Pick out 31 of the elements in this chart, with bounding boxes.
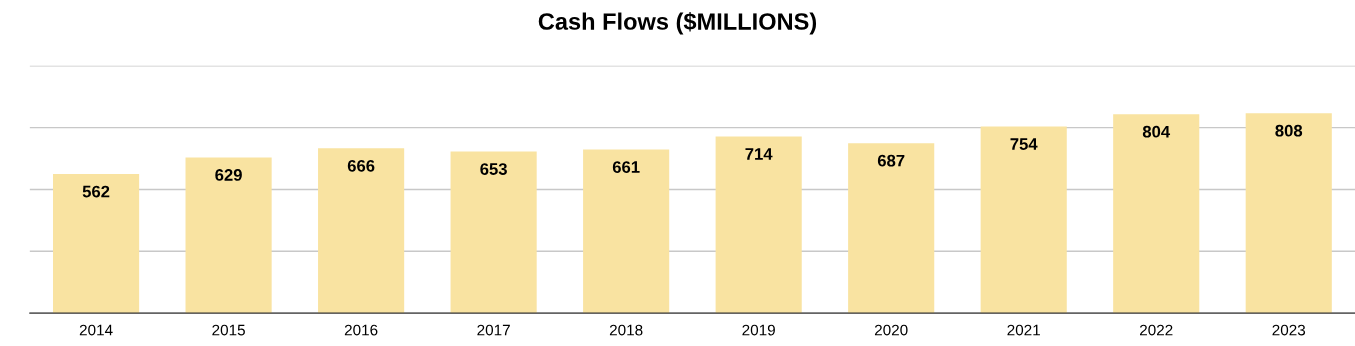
data-label: 666 — [347, 159, 375, 172]
bar — [980, 126, 1067, 314]
data-label: 808 — [1275, 124, 1303, 137]
x-tick-label: 2022 — [1140, 324, 1173, 336]
bar — [450, 151, 537, 314]
x-tick-label: 2016 — [344, 324, 378, 336]
x-tick-label: 2015 — [212, 324, 245, 336]
x-tick-label: 2023 — [1272, 324, 1306, 336]
bar — [1245, 113, 1332, 314]
bar — [185, 157, 272, 314]
bar — [318, 148, 405, 314]
data-label: 562 — [82, 185, 110, 198]
data-label: 754 — [1010, 138, 1038, 150]
data-label: 714 — [745, 148, 773, 160]
bar — [53, 174, 140, 314]
data-label: 653 — [480, 163, 507, 175]
chart-title: Cash Flows ($MILLIONS) — [538, 12, 817, 35]
data-label: 687 — [877, 154, 905, 167]
x-tick-label: 2020 — [874, 324, 908, 336]
bar — [583, 149, 670, 314]
x-tick-label: 2017 — [477, 324, 510, 336]
bar — [1113, 114, 1200, 314]
data-label: 629 — [215, 169, 242, 181]
bar — [848, 143, 935, 314]
x-tick-label: 2018 — [609, 324, 643, 336]
data-label: 661 — [612, 161, 640, 173]
x-tick-label: 2021 — [1007, 324, 1040, 336]
x-tick-label: 2019 — [742, 324, 775, 336]
x-tick-label: 2014 — [79, 324, 113, 336]
data-label: 804 — [1142, 125, 1171, 138]
bar — [715, 136, 802, 314]
